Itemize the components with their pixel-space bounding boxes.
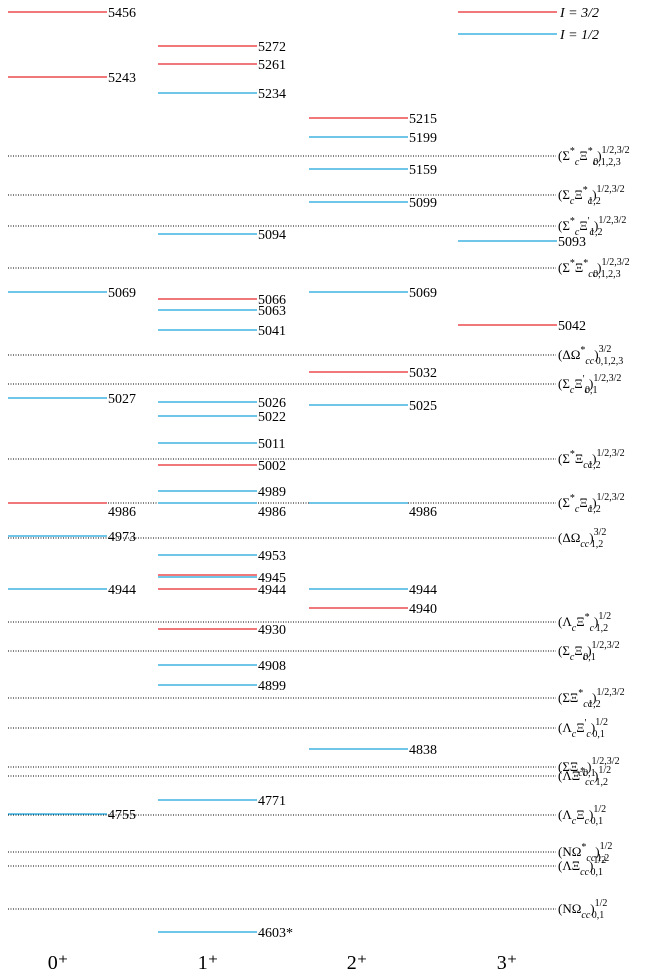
column-label: 3⁺ [497,952,518,974]
legend-label: I = 1/2 [559,28,599,43]
level-label: 4755 [108,808,136,823]
level-label: 5159 [409,163,437,178]
level-label: 5093 [558,235,586,250]
level-label: 4944 [108,583,136,598]
threshold-label: (Σ*Ξ*cc)1/2,3/2 0,1,2,3 [558,257,630,280]
level-lines: 5456 5243 5069 5027 4986 4973 4944 4755 5272 5261… [8,6,586,941]
level-label: 5069 [409,286,437,301]
level-label: 5099 [409,196,437,211]
level-label: 5011 [258,437,285,452]
threshold-label: (ΛΞcc)1/2 0,1 [558,855,606,878]
level-label: 5002 [258,459,286,474]
threshold-label: (Σ*cΞ'c)1/2,3/2 1,2 [558,215,626,238]
level-label: 4986 [409,505,437,520]
level-label: 4953 [258,549,286,564]
threshold-label: (ΣcΞ'c)1/2,3/2 0,1 [558,373,621,396]
legend-label: I = 3/2 [559,6,599,21]
level-label: 5272 [258,40,286,55]
threshold-label: (ΛcΞ'c)1/2 0,1 [558,717,608,740]
threshold-label: (Σ*Ξcc)1/2,3/2 1,2 [558,448,625,471]
threshold-label: (NΩ*cc)1/2 1,2 [558,841,612,864]
level-label: 4986 [108,505,136,520]
level-label: 5261 [258,58,286,73]
level-label: 5069 [108,286,136,301]
level-label: 5234 [258,87,286,102]
threshold-label: (ΣcΞ*c)1/2,3/2 1,2 [558,184,625,207]
threshold-label: (ΣΞcc)1/2,3/2 0,1 [558,756,620,779]
level-label: 5215 [409,112,437,127]
threshold-label: (ΔΩcc)3/2 1,2 [558,527,606,550]
level-label: 5094 [258,228,286,243]
level-label: 5066 [258,293,286,308]
threshold-label: (NΩcc)1/2 0,1 [558,898,607,921]
threshold-label: (ΛcΞc)1/2 0,1 [558,804,606,827]
level-label: 4989 [258,485,286,500]
level-label: 4945 [258,571,286,586]
level-label: 5027 [108,392,136,407]
level-label: 4603* [258,926,293,941]
level-label: 4940 [409,602,437,617]
level-label: 5025 [409,399,437,414]
level-label: 4899 [258,679,286,694]
threshold-label: (ΛcΞ*c)1/2 1,2 [558,611,611,634]
column-label: 0⁺ [48,952,69,974]
x-axis-columns: 0⁺ 1⁺ 2⁺ 3⁺ [48,952,518,974]
threshold-label: (ΣcΞc)1/2,3/2 0,1 [558,640,620,663]
level-label: 4908 [258,659,286,674]
level-label: 4944 [409,583,437,598]
level-label: 4944 [258,583,286,598]
level-label: 5063 [258,304,286,319]
threshold-label: (ΣΞ*cc)1/2,3/2 1,2 [558,687,625,710]
level-label: 4930 [258,623,286,638]
level-label: 5026 [258,396,286,411]
level-label: 5041 [258,324,286,339]
level-label: 5022 [258,410,286,425]
threshold-label: (ΔΩ*cc)3/2 0,1,2,3 [558,344,623,367]
level-label: 4973 [108,530,136,545]
level-label: 5042 [558,319,586,334]
column-label: 1⁺ [198,952,219,974]
threshold-label: (Σ*cΞc)1/2,3/2 1,2 [558,492,625,515]
threshold-label: (Σ*cΞ*c)1/2,3/2 0,1,2,3 [558,145,630,168]
level-label: 4838 [409,743,437,758]
level-label: 5032 [409,366,437,381]
column-label: 2⁺ [347,952,368,974]
level-label: 5199 [409,131,437,146]
level-label: 5243 [108,71,136,86]
level-label: 4771 [258,794,286,809]
threshold-label: (ΛΞ*cc)1/2 1,2 [558,765,611,788]
threshold-lines: (Σ*cΞ*c)1/2,3/2 0,1,2,3 (ΣcΞ*c)1/2,3/2 1,2 (… [8,145,630,921]
legend: I = 3/2 I = 1/2 [458,6,599,43]
level-label: 4986 [258,505,286,520]
level-label: 5456 [108,6,136,21]
